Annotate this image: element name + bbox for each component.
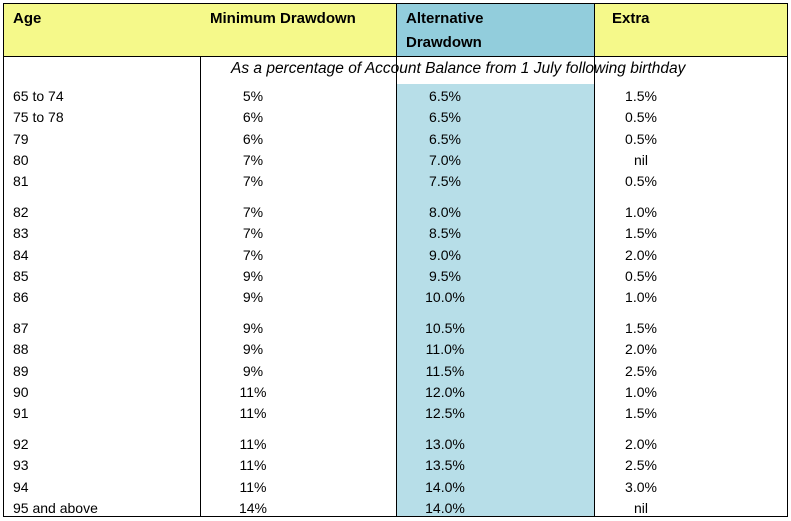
cell-extra: 2.5% (625, 457, 657, 474)
cell-age: 88 (13, 341, 29, 358)
cell-alternative-drawdown: 7.5% (429, 173, 461, 190)
cell-extra: nil (633, 151, 648, 168)
cell-alternative-drawdown: 8.0% (429, 204, 461, 220)
alternative-column-shading (397, 84, 594, 516)
cell-alternative-drawdown: 11.5% (425, 362, 465, 379)
header-divider (4, 56, 787, 57)
cell-age: 87 (13, 320, 29, 336)
cell-minimum-drawdown: 9% (242, 289, 264, 306)
alternative-header-shading (397, 4, 594, 56)
cell-extra: 0.5% (625, 267, 657, 284)
cell-extra: 1.0% (625, 204, 657, 220)
cell-alternative-drawdown: 14.0% (425, 499, 465, 516)
cell-age: 85 (13, 267, 29, 284)
header-alternative-drawdown-line2: Drawdown (406, 34, 482, 51)
column-divider (396, 4, 397, 516)
cell-extra: 1.5% (625, 88, 657, 104)
cell-age: 95 and above (13, 499, 98, 516)
header-age: Age (13, 10, 42, 27)
header-row (4, 4, 787, 56)
cell-alternative-drawdown: 6.5% (429, 88, 461, 104)
percentage-note: As a percentage of Account Balance from … (231, 60, 686, 77)
cell-age: 90 (13, 383, 29, 400)
cell-minimum-drawdown: 11% (239, 457, 267, 474)
cell-minimum-drawdown: 11% (239, 405, 267, 422)
cell-age: 80 (13, 151, 29, 168)
cell-minimum-drawdown: 11% (239, 436, 267, 452)
cell-minimum-drawdown: 14% (238, 499, 268, 516)
cell-alternative-drawdown: 10.5% (425, 320, 465, 336)
cell-age: 82 (13, 204, 29, 220)
cell-minimum-drawdown: 9% (242, 362, 264, 379)
cell-minimum-drawdown: 9% (242, 341, 264, 358)
cell-age: 91 (13, 405, 29, 422)
cell-age: 75 to 78 (13, 109, 64, 126)
cell-alternative-drawdown: 9.0% (429, 246, 461, 263)
cell-alternative-drawdown: 8.5% (429, 225, 461, 242)
column-divider (594, 4, 595, 516)
header-extra: Extra (612, 10, 650, 27)
cell-age: 83 (13, 225, 29, 242)
header-alternative-drawdown-line1: Alternative (406, 10, 484, 27)
cell-alternative-drawdown: 12.0% (425, 383, 465, 400)
cell-age: 79 (13, 130, 29, 147)
cell-alternative-drawdown: 11.0% (425, 341, 465, 358)
cell-alternative-drawdown: 12.5% (425, 405, 465, 422)
cell-extra: 2.5% (625, 362, 657, 379)
cell-age: 93 (13, 457, 29, 474)
column-divider (200, 56, 201, 516)
header-minimum-drawdown: Minimum Drawdown (210, 10, 356, 27)
cell-minimum-drawdown: 7% (242, 173, 264, 190)
cell-extra: 1.0% (625, 383, 657, 400)
cell-extra: 1.5% (625, 225, 657, 242)
cell-extra: 1.5% (625, 320, 657, 336)
cell-minimum-drawdown: 7% (242, 204, 264, 220)
cell-extra: 2.0% (625, 341, 657, 358)
cell-alternative-drawdown: 7.0% (429, 151, 461, 168)
cell-alternative-drawdown: 6.5% (429, 130, 461, 147)
drawdown-table: Age Minimum Drawdown Alternative Drawdow… (3, 3, 788, 517)
cell-extra: 2.0% (625, 436, 657, 452)
cell-alternative-drawdown: 14.0% (425, 478, 465, 495)
cell-extra: 0.5% (625, 173, 657, 190)
cell-age: 94 (13, 478, 29, 495)
cell-alternative-drawdown: 10.0% (425, 289, 465, 306)
cell-age: 84 (13, 246, 29, 263)
cell-extra: 0.5% (625, 109, 657, 126)
cell-extra: 2.0% (625, 246, 657, 263)
cell-alternative-drawdown: 13.0% (425, 436, 465, 452)
cell-minimum-drawdown: 9% (242, 320, 264, 336)
cell-extra: 3.0% (625, 478, 657, 495)
cell-age: 92 (13, 436, 29, 452)
cell-minimum-drawdown: 6% (242, 109, 264, 126)
cell-minimum-drawdown: 7% (242, 225, 264, 242)
cell-age: 65 to 74 (13, 88, 64, 104)
cell-minimum-drawdown: 7% (242, 151, 264, 168)
cell-minimum-drawdown: 5% (242, 88, 264, 104)
cell-alternative-drawdown: 9.5% (429, 267, 461, 284)
cell-age: 81 (13, 173, 29, 190)
cell-extra: 1.5% (625, 405, 657, 422)
cell-minimum-drawdown: 6% (242, 130, 264, 147)
cell-minimum-drawdown: 9% (242, 267, 264, 284)
cell-minimum-drawdown: 11% (239, 383, 267, 400)
cell-age: 89 (13, 362, 29, 379)
cell-alternative-drawdown: 13.5% (425, 457, 465, 474)
cell-extra: 1.0% (625, 289, 657, 306)
cell-extra: nil (633, 499, 648, 516)
cell-minimum-drawdown: 11% (239, 478, 267, 495)
cell-extra: 0.5% (625, 130, 657, 147)
cell-alternative-drawdown: 6.5% (429, 109, 461, 126)
cell-minimum-drawdown: 7% (242, 246, 264, 263)
cell-age: 86 (13, 289, 29, 306)
